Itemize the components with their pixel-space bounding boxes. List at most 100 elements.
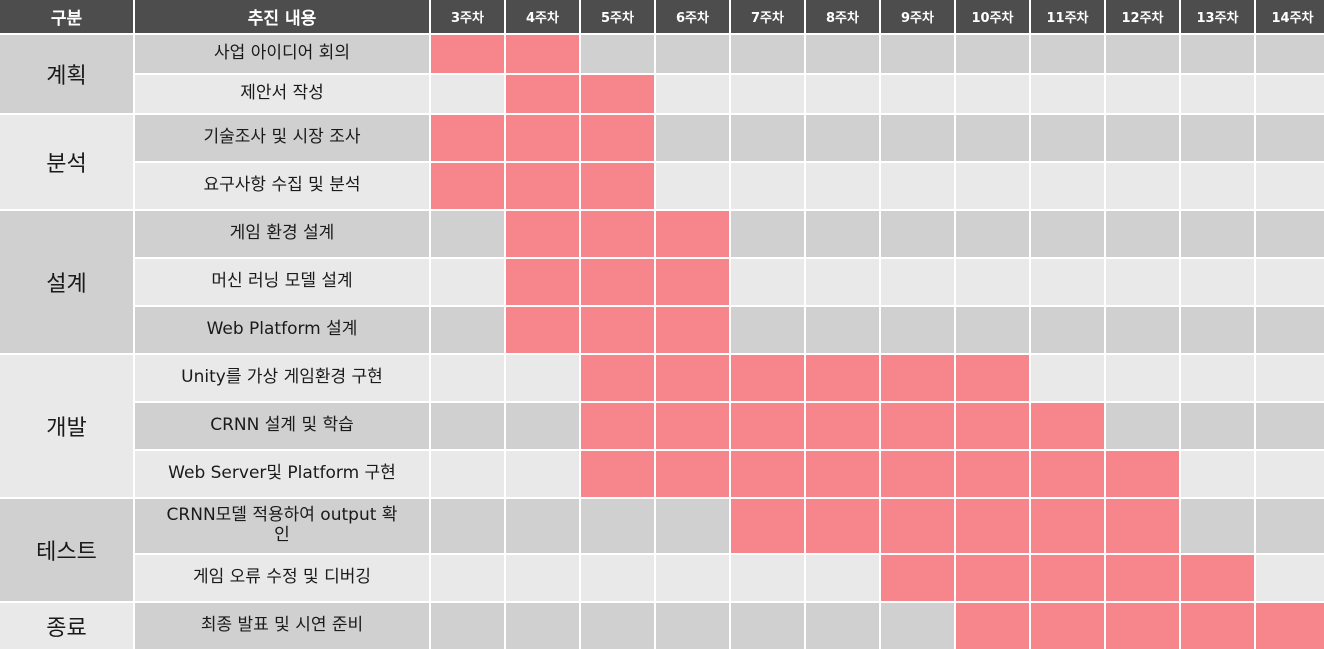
header-week-1: 3주차 — [431, 0, 504, 33]
schedule-bar-cell — [581, 403, 654, 449]
category-label: 계획 — [0, 35, 133, 113]
schedule-empty-cell — [656, 555, 729, 601]
schedule-empty-cell — [956, 307, 1029, 353]
schedule-empty-cell — [731, 555, 804, 601]
schedule-bar-cell — [881, 499, 954, 553]
schedule-empty-cell — [1031, 163, 1104, 209]
schedule-empty-cell — [656, 163, 729, 209]
category-label: 개발 — [0, 355, 133, 497]
schedule-empty-cell — [431, 403, 504, 449]
schedule-bar-cell — [431, 115, 504, 161]
category-label: 분석 — [0, 115, 133, 209]
task-label: Unity를 가상 게임환경 구현 — [135, 355, 429, 401]
header-week-7: 9주차 — [881, 0, 954, 33]
schedule-bar-cell — [731, 451, 804, 497]
schedule-bar-cell — [431, 163, 504, 209]
schedule-empty-cell — [1256, 163, 1324, 209]
schedule-empty-cell — [1106, 211, 1179, 257]
schedule-empty-cell — [881, 115, 954, 161]
schedule-bar-cell — [1031, 403, 1104, 449]
schedule-empty-cell — [1181, 211, 1254, 257]
schedule-empty-cell — [731, 115, 804, 161]
header-week-8: 10주차 — [956, 0, 1029, 33]
schedule-empty-cell — [881, 75, 954, 113]
task-label: 기술조사 및 시장 조사 — [135, 115, 429, 161]
schedule-empty-cell — [806, 35, 879, 73]
schedule-bar-cell — [1106, 499, 1179, 553]
schedule-bar-cell — [881, 555, 954, 601]
header-week-6: 8주차 — [806, 0, 879, 33]
schedule-bar-cell — [581, 451, 654, 497]
header-week-10: 12주차 — [1106, 0, 1179, 33]
schedule-empty-cell — [731, 603, 804, 649]
schedule-empty-cell — [956, 211, 1029, 257]
schedule-bar-cell — [956, 603, 1029, 649]
schedule-empty-cell — [1256, 403, 1324, 449]
schedule-bar-cell — [956, 355, 1029, 401]
schedule-empty-cell — [581, 35, 654, 73]
schedule-empty-cell — [806, 75, 879, 113]
schedule-empty-cell — [956, 259, 1029, 305]
schedule-empty-cell — [1106, 307, 1179, 353]
schedule-bar-cell — [956, 403, 1029, 449]
schedule-bar-cell — [956, 555, 1029, 601]
schedule-empty-cell — [881, 211, 954, 257]
schedule-empty-cell — [1181, 163, 1254, 209]
schedule-empty-cell — [1181, 403, 1254, 449]
schedule-bar-cell — [956, 499, 1029, 553]
schedule-empty-cell — [1256, 115, 1324, 161]
schedule-bar-cell — [581, 75, 654, 113]
schedule-bar-cell — [656, 451, 729, 497]
schedule-empty-cell — [1256, 355, 1324, 401]
category-label: 종료 — [0, 603, 133, 649]
schedule-empty-cell — [1181, 115, 1254, 161]
schedule-bar-cell — [1031, 499, 1104, 553]
category-label: 설계 — [0, 211, 133, 353]
schedule-empty-cell — [1031, 355, 1104, 401]
task-label: Web Platform 설계 — [135, 307, 429, 353]
schedule-empty-cell — [1256, 35, 1324, 73]
schedule-bar-cell — [1181, 555, 1254, 601]
task-label: 머신 러닝 모델 설계 — [135, 259, 429, 305]
schedule-bar-cell — [506, 211, 579, 257]
schedule-empty-cell — [656, 75, 729, 113]
header-category: 구분 — [0, 0, 133, 33]
schedule-empty-cell — [806, 307, 879, 353]
schedule-bar-cell — [806, 403, 879, 449]
schedule-bar-cell — [806, 499, 879, 553]
schedule-empty-cell — [656, 603, 729, 649]
schedule-empty-cell — [431, 259, 504, 305]
schedule-empty-cell — [431, 355, 504, 401]
schedule-bar-cell — [656, 355, 729, 401]
schedule-bar-cell — [1106, 603, 1179, 649]
schedule-empty-cell — [431, 75, 504, 113]
task-label: 사업 아이디어 회의 — [135, 35, 429, 73]
schedule-empty-cell — [881, 307, 954, 353]
schedule-bar-cell — [1181, 603, 1254, 649]
schedule-empty-cell — [1031, 35, 1104, 73]
schedule-empty-cell — [1106, 115, 1179, 161]
schedule-empty-cell — [956, 115, 1029, 161]
schedule-empty-cell — [956, 163, 1029, 209]
header-week-5: 7주차 — [731, 0, 804, 33]
schedule-empty-cell — [581, 499, 654, 553]
schedule-bar-cell — [881, 403, 954, 449]
header-week-2: 4주차 — [506, 0, 579, 33]
schedule-bar-cell — [881, 355, 954, 401]
schedule-bar-cell — [506, 35, 579, 73]
schedule-bar-cell — [506, 75, 579, 113]
schedule-empty-cell — [506, 555, 579, 601]
schedule-empty-cell — [1256, 499, 1324, 553]
schedule-empty-cell — [731, 163, 804, 209]
schedule-bar-cell — [656, 259, 729, 305]
schedule-bar-cell — [731, 499, 804, 553]
task-label: CRNN모델 적용하여 output 확인 — [135, 499, 429, 553]
schedule-empty-cell — [1256, 259, 1324, 305]
schedule-empty-cell — [656, 499, 729, 553]
schedule-empty-cell — [1256, 307, 1324, 353]
schedule-empty-cell — [881, 259, 954, 305]
schedule-bar-cell — [731, 403, 804, 449]
schedule-bar-cell — [581, 211, 654, 257]
task-label: Web Server및 Platform 구현 — [135, 451, 429, 497]
schedule-empty-cell — [1106, 259, 1179, 305]
